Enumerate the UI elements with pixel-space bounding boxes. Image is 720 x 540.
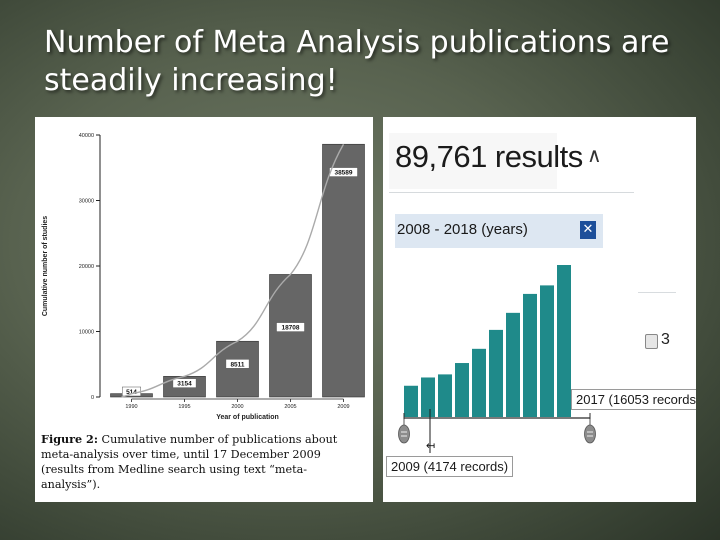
timeline-bar: [438, 374, 452, 417]
timeline-bar: [557, 265, 571, 417]
tooltip-2017: 2017 (16053 records): [571, 389, 696, 410]
side-divider: [638, 292, 676, 293]
y-tick-label: 40000: [79, 133, 94, 139]
timeline-bar: [523, 293, 537, 417]
timeline-bar: [421, 377, 435, 417]
filter-checkbox[interactable]: [645, 334, 658, 349]
timeline-bar: [455, 363, 469, 417]
left-figure-panel: 0 10000 20000 30000 40000 Cumulative number o…: [35, 117, 373, 502]
slider-handle-left: [398, 424, 410, 444]
tooltip-2009: 2009 (4174 records): [386, 456, 514, 477]
timeline-bar: [489, 329, 503, 417]
results-count: 89,761 results: [395, 139, 583, 174]
x-tick-label: 2005: [284, 404, 296, 410]
caption-label: Figure 2:: [41, 432, 98, 446]
y-tick-label: 20000: [79, 264, 94, 270]
slide-title: Number of Meta Analysis publications are…: [44, 25, 670, 98]
timeline-bar: [506, 312, 520, 417]
bar: [269, 274, 312, 398]
x-axis-label: Year of publication: [216, 414, 279, 421]
caption-text: Cumulative number of publications about …: [41, 433, 338, 491]
data-label: 18708: [281, 325, 299, 332]
timeline-bar: [472, 348, 486, 417]
timeline-bar: [540, 285, 554, 417]
trend-curve: [121, 143, 345, 398]
data-label-box: [225, 359, 250, 369]
year-range-label: 2008 - 2018 (years): [397, 221, 528, 238]
x-tick-label: 2000: [231, 404, 243, 410]
data-label: 8511: [230, 361, 244, 368]
checkbox-label: 3: [661, 331, 670, 348]
data-label-box: [276, 322, 305, 332]
data-label-box: [329, 167, 358, 177]
results-by-year-chart: ↤: [398, 265, 596, 453]
data-label-box: [172, 378, 197, 388]
data-label: 38589: [334, 170, 352, 177]
bar: [322, 143, 365, 398]
cumulative-studies-chart: 0 10000 20000 30000 40000 Cumulative number o…: [42, 133, 365, 421]
bar: [216, 340, 259, 398]
y-tick-label: 30000: [79, 199, 94, 205]
x-tick-label: 2009: [337, 404, 349, 410]
data-label: 3154: [177, 381, 192, 388]
year-range-filter[interactable]: [395, 214, 603, 248]
right-figure-panel: 89,761 results ∧ 2008 - 2018 (years) ✕ 3…: [383, 117, 696, 502]
cursor-icon: ↤: [426, 439, 435, 452]
divider: [389, 192, 634, 193]
slider-handle-right: [584, 424, 596, 444]
data-label: 514: [126, 389, 137, 396]
x-tick-label: 1990: [125, 404, 137, 410]
caret-up-icon[interactable]: ∧: [587, 143, 602, 167]
timeline-bar: [404, 385, 418, 417]
close-icon[interactable]: ✕: [580, 221, 596, 239]
y-axis-label: Cumulative number of studies: [42, 216, 49, 316]
y-tick-label: 10000: [79, 330, 94, 336]
y-tick-label: 0: [91, 395, 94, 401]
results-box: [389, 133, 557, 189]
x-tick-label: 1995: [178, 404, 190, 410]
figure-caption: Figure 2: Cumulative number of publicati…: [41, 432, 363, 492]
